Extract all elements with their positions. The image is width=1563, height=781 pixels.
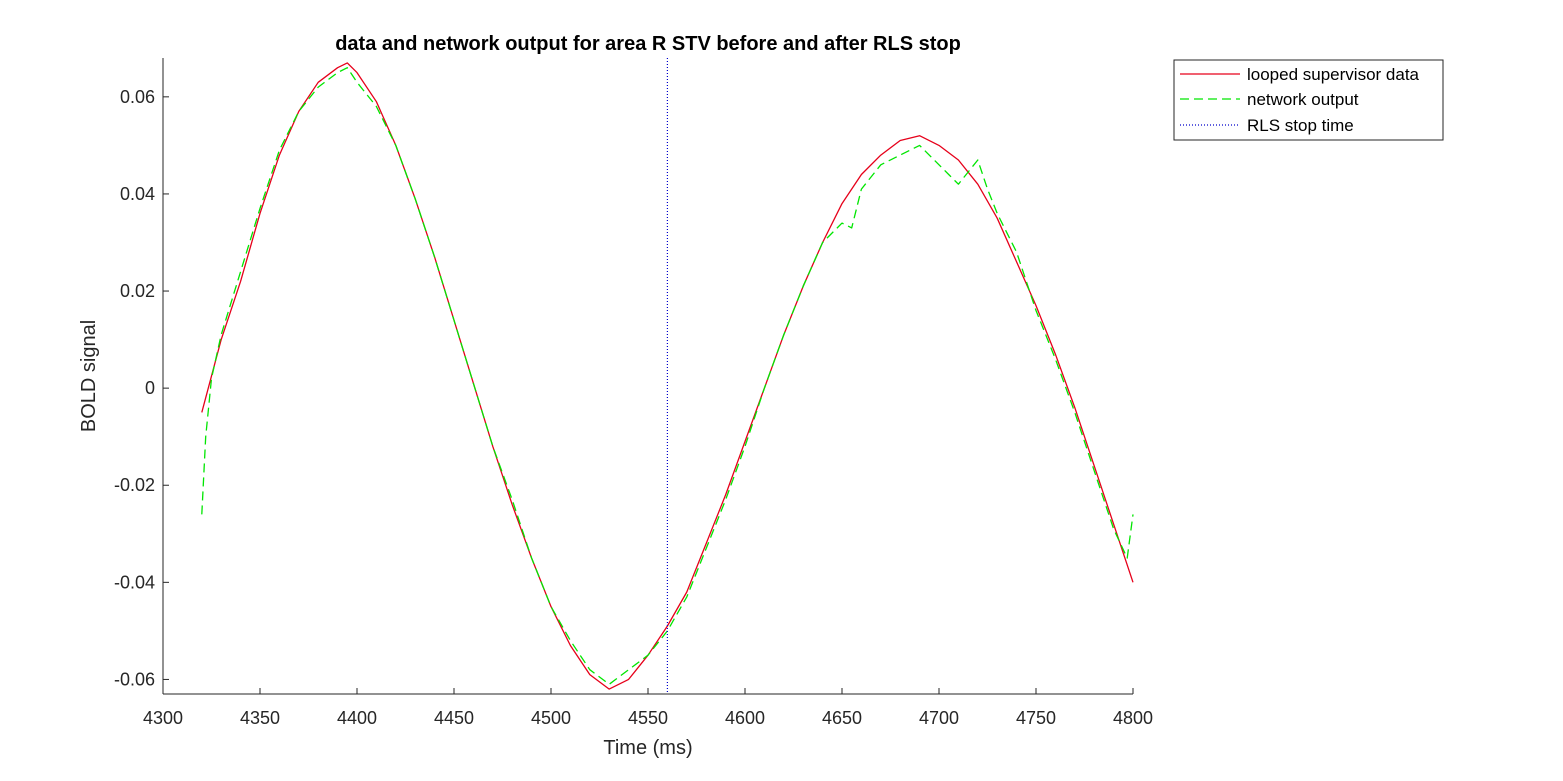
x-tick-label: 4600 [725, 708, 765, 728]
x-tick-label: 4700 [919, 708, 959, 728]
plot-area: 4300 4350 4400 4450 4500 4550 4600 4650 4700 4750… [114, 58, 1153, 728]
series-layer [201, 58, 1134, 694]
x-tick-label: 4800 [1113, 708, 1153, 728]
y-tick-label: -0.02 [114, 475, 155, 495]
legend-label-supervisor: looped supervisor data [1247, 65, 1420, 84]
y-tick-label: 0.06 [120, 87, 155, 107]
x-tick-label: 4400 [337, 708, 377, 728]
x-ticks: 4300 4350 4400 4450 4500 4550 4600 4650 4700 4750… [143, 688, 1153, 728]
chart-title: data and network output for area R STV b… [335, 33, 961, 55]
series-line-network [201, 67, 1134, 685]
x-tick-label: 4300 [143, 708, 183, 728]
axes-background [163, 58, 1133, 694]
y-tick-label: 0 [145, 378, 155, 398]
x-tick-label: 4350 [240, 708, 280, 728]
x-tick-label: 4750 [1016, 708, 1056, 728]
x-axis-label: Time (ms) [603, 737, 692, 759]
legend: looped supervisor data network output RL… [1173, 59, 1444, 141]
series-line-supervisor [201, 62, 1134, 690]
y-tick-label: 0.02 [120, 281, 155, 301]
x-tick-label: 4500 [531, 708, 571, 728]
x-tick-label: 4650 [822, 708, 862, 728]
x-tick-label: 4450 [434, 708, 474, 728]
y-ticks: -0.06 -0.04 -0.02 0 0.02 0.04 0.06 [114, 87, 169, 689]
legend-label-network: network output [1247, 90, 1359, 109]
y-tick-label: 0.04 [120, 184, 155, 204]
y-tick-label: -0.04 [114, 572, 155, 592]
y-axis-label: BOLD signal [78, 320, 100, 432]
legend-box [1173, 59, 1444, 141]
y-tick-label: -0.06 [114, 669, 155, 689]
legend-label-rls-stop: RLS stop time [1247, 116, 1354, 135]
x-tick-label: 4550 [628, 708, 668, 728]
